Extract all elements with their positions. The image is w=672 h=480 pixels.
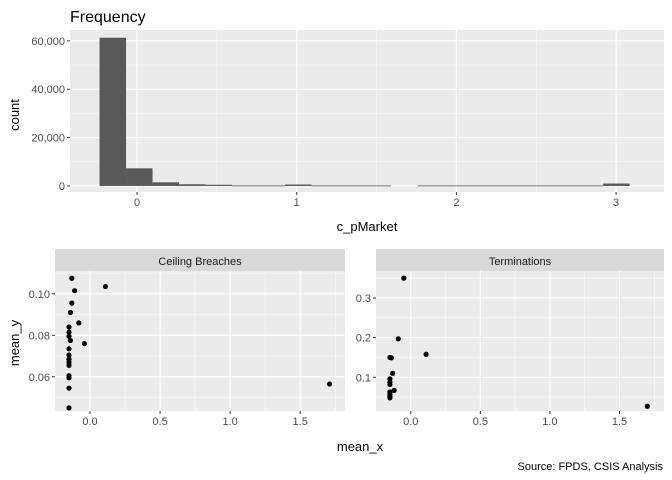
terminations-x-tick-label: 0.5 <box>473 416 488 428</box>
terminations-y-tick-label: 0.1 <box>356 372 371 384</box>
x-ticks-terminations: 0.0 0.5 1.0 1.5 <box>403 411 627 428</box>
histogram-x-tick-label: 0 <box>134 197 140 209</box>
scatter-point <box>388 355 394 361</box>
scatter-point <box>423 351 429 357</box>
histogram-y-axis-title: count <box>7 99 22 131</box>
facet-terminations: Terminations 0.0 0.5 1.0 1.5 0.1 0.2 0.3 <box>356 249 664 428</box>
scatter-point <box>66 346 72 352</box>
terminations-y-tick-label: 0.3 <box>356 293 371 305</box>
scatter-panel-ceiling-breaches <box>55 271 345 411</box>
facet-ceiling-breaches: Ceiling Breaches 0.0 0.5 1.0 1.5 0.060.080.… <box>29 249 345 428</box>
strip-label-ceiling-breaches: Ceiling Breaches <box>158 256 242 268</box>
scatter-point <box>644 403 650 409</box>
histogram-bar <box>179 184 206 186</box>
histogram-grid <box>70 30 664 192</box>
histogram-chart: Frequency 0 1 2 3 0 20,000 40,000 60,000 c_pMa… <box>7 9 664 234</box>
ceiling-breaches-x-tick-label: 0.5 <box>152 416 167 428</box>
histogram-bar <box>338 185 365 187</box>
histogram-x-tick-label: 1 <box>294 197 300 209</box>
histogram-bar <box>550 185 577 187</box>
scatter-point <box>391 387 397 393</box>
histogram-y-ticks: 0 20,000 40,000 60,000 <box>31 36 70 193</box>
histogram-bar <box>576 185 604 187</box>
histogram-bars <box>99 37 630 187</box>
scatter-point <box>390 370 396 376</box>
histogram-x-tick-label: 2 <box>453 197 459 209</box>
facet-y-axis-title: mean_y <box>7 319 22 366</box>
ceiling-breaches-x-tick-label: 1.5 <box>293 416 308 428</box>
ceiling-breaches-x-tick-label: 0.0 <box>82 416 97 428</box>
histogram-bar <box>444 185 471 187</box>
histogram-panel <box>70 30 664 192</box>
source-caption: Source: FPDS, CSIS Analysis <box>518 461 664 473</box>
scatter-point <box>66 329 72 335</box>
scatter-point <box>326 381 333 387</box>
ceiling-breaches-y-tick-label: 0.10 <box>29 289 50 301</box>
histogram-bar <box>497 185 524 187</box>
terminations-x-tick-label: 1.0 <box>542 416 557 428</box>
scatter-point <box>67 309 74 316</box>
histogram-bar <box>126 168 153 186</box>
histogram-bar <box>311 185 339 187</box>
histogram-bar <box>364 185 392 187</box>
scatter-point <box>102 283 109 290</box>
histogram-bar <box>603 183 630 186</box>
histogram-bar <box>232 185 259 187</box>
scatter-grid-terminations <box>376 271 664 411</box>
scatter-point <box>69 300 75 306</box>
histogram-bar <box>99 37 127 186</box>
scatter-point <box>72 288 78 294</box>
histogram-y-tick-label: 40,000 <box>31 84 65 96</box>
scatter-point <box>66 362 72 368</box>
facet-x-axis-title: mean_x <box>337 439 384 454</box>
scatter-point <box>69 275 75 281</box>
scatter-point <box>67 337 74 344</box>
scatter-point <box>66 352 72 358</box>
terminations-x-tick-label: 0.0 <box>403 416 418 428</box>
scatter-grid-ceiling-breaches <box>55 271 345 411</box>
strip-terminations <box>376 249 664 271</box>
scatter-point <box>66 333 72 339</box>
scatter-point <box>401 275 407 281</box>
terminations-y-tick-label: 0.2 <box>356 333 371 345</box>
y-ticks-terminations: 0.1 0.2 0.3 <box>356 293 376 384</box>
chart-title: Frequency <box>70 9 146 26</box>
scatter-point <box>76 320 82 326</box>
scatter-point <box>66 375 72 381</box>
histogram-x-tick-label: 3 <box>613 197 619 209</box>
ceiling-breaches-y-tick-label: 0.08 <box>29 330 50 342</box>
y-ticks-ceiling-breaches: 0.06 0.08 0.10 <box>29 289 55 384</box>
scatter-point <box>66 385 72 391</box>
histogram-bar <box>258 185 286 187</box>
histogram-bar <box>285 184 312 186</box>
scatter-panel-terminations <box>376 271 664 411</box>
x-ticks-ceiling-breaches: 0.0 0.5 1.0 1.5 <box>82 411 308 428</box>
histogram-y-tick-label: 20,000 <box>31 133 65 145</box>
histogram-y-tick-label: 0 <box>59 181 65 193</box>
strip-ceiling-breaches <box>55 249 345 271</box>
ceiling-breaches-y-tick-label: 0.06 <box>29 372 50 384</box>
histogram-x-axis-title: c_pMarket <box>337 219 398 234</box>
scatter-points-ceiling-breaches <box>66 275 333 411</box>
scatter-points-terminations <box>387 275 650 409</box>
ceiling-breaches-x-tick-label: 1.0 <box>222 416 237 428</box>
scatter-point <box>387 395 393 401</box>
histogram-bar <box>523 185 551 187</box>
strip-label-terminations: Terminations <box>489 256 552 268</box>
scatter-point <box>387 381 393 388</box>
scatter-point <box>81 340 88 347</box>
scatter-point <box>395 336 401 342</box>
histogram-x-ticks: 0 1 2 3 <box>134 192 619 209</box>
terminations-x-tick-label: 1.5 <box>612 416 627 428</box>
histogram-bar <box>152 182 180 186</box>
histogram-bar <box>417 185 445 187</box>
scatter-point <box>66 405 72 411</box>
histogram-y-tick-label: 60,000 <box>31 36 65 48</box>
scatter-point <box>66 324 72 330</box>
histogram-bar <box>470 185 498 187</box>
histogram-bar <box>205 184 233 186</box>
